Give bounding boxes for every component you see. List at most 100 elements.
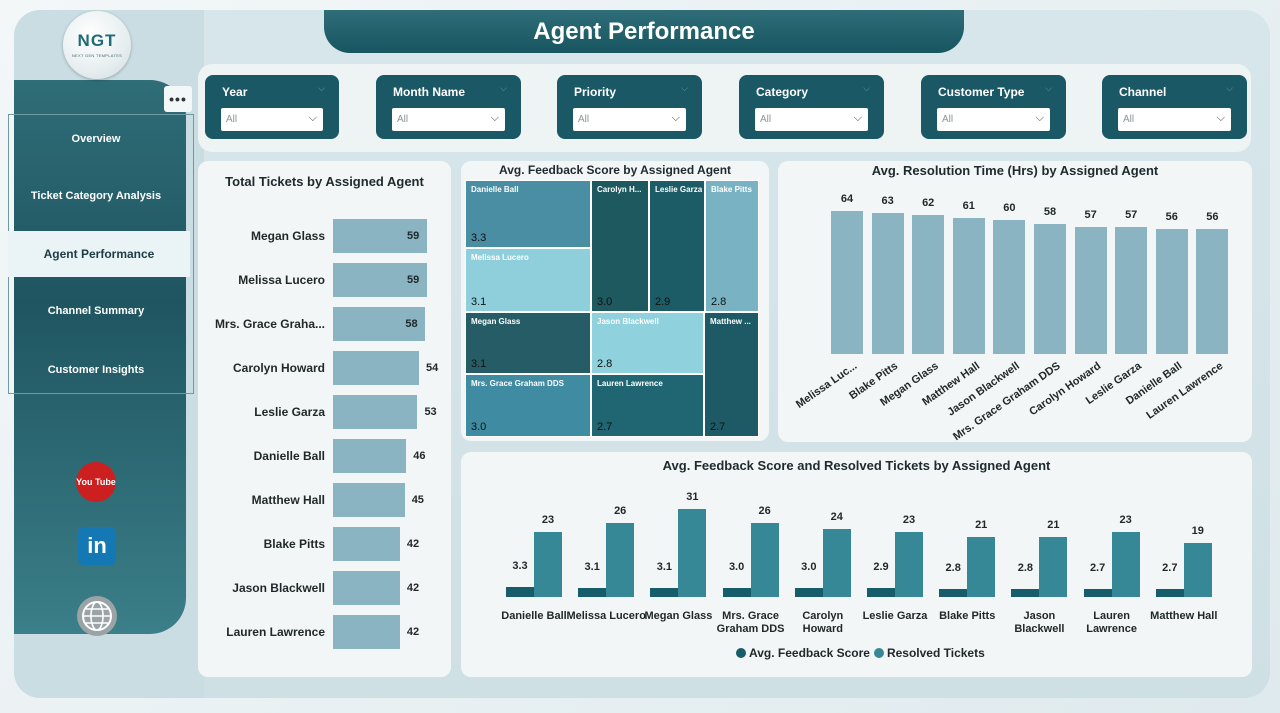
bar: [1074, 226, 1107, 354]
treemap-cell-label: Jason Blackwell: [597, 317, 659, 326]
bar-value-label: 62: [922, 197, 935, 210]
bar: [1196, 228, 1229, 354]
resolved-bar: [1039, 537, 1068, 597]
feedback-bar: [939, 588, 968, 597]
treemap-cell[interactable]: Mrs. Grace Graham DDS 3.0: [465, 374, 591, 437]
bar-value-label: 56: [1206, 210, 1219, 223]
combo-legend: Avg. Feedback Score Resolved Tickets: [736, 646, 985, 660]
bar: [993, 219, 1026, 354]
treemap-cell[interactable]: Melissa Lucero 3.1: [465, 248, 591, 312]
treemap-cell-value: 2.9: [655, 296, 671, 308]
logo-subtext: NEXT GEN TEMPLATES: [71, 53, 123, 58]
bar-category-label: Blake Pitts: [939, 610, 996, 622]
total-tickets-title: Total Tickets by Assigned Agent: [225, 174, 424, 189]
resolved-bar: [750, 523, 779, 597]
youtube-icon[interactable]: You Tube: [76, 462, 116, 502]
filter-value: All: [1123, 114, 1135, 125]
bar-category-label: Matthew Hall: [251, 493, 325, 507]
dropdown-arrow-icon[interactable]: ⌵: [308, 112, 317, 124]
bar: [333, 483, 405, 517]
dropdown-arrow-icon[interactable]: ⌵: [1035, 112, 1044, 124]
legend-resolved-swatch: [873, 648, 884, 658]
chevron-down-icon: ⌵: [1226, 83, 1233, 93]
nav-item-channel-summary[interactable]: Channel Summary: [47, 305, 145, 317]
feedback-value-label: 3.0: [728, 561, 745, 573]
treemap-cell-label: Leslie Garza: [655, 185, 703, 194]
treemap-cell-value: 3.0: [471, 421, 487, 433]
more-options-button[interactable]: •••: [164, 86, 192, 112]
treemap-cell[interactable]: Lauren Lawrence 2.7: [591, 374, 704, 437]
resolved-bar: [1111, 531, 1140, 597]
resolved-value-label: 26: [758, 505, 771, 518]
filter-dropdown[interactable]: All ⌵: [1118, 108, 1231, 131]
treemap-cell-value: 2.8: [711, 296, 727, 308]
feedback-value-label: 3.1: [656, 560, 673, 573]
filter-value: All: [226, 114, 238, 125]
bar-category-label: Carolyn Howard: [802, 610, 844, 635]
filter-channel: Channel ⌵ All ⌵: [1102, 75, 1247, 139]
feedback-value-label: 2.7: [1162, 561, 1178, 574]
bar: [333, 307, 426, 341]
filter-label: Year: [222, 85, 248, 99]
linkedin-label: in: [87, 533, 107, 558]
treemap-cell-value: 3.0: [597, 296, 613, 308]
legend-feedback-label: Avg. Feedback Score: [749, 646, 870, 660]
treemap-cell-label: Lauren Lawrence: [597, 379, 663, 388]
treemap-cell[interactable]: Danielle Ball 3.3: [465, 180, 591, 248]
treemap-cell-label: Carolyn H...: [597, 185, 642, 194]
resolved-bar: [534, 531, 562, 597]
bar-category-label: Lauren Lawrence: [226, 625, 325, 639]
bar: [912, 215, 945, 354]
feedback-bar: [794, 588, 823, 597]
bar-value-label: 63: [881, 195, 894, 208]
treemap-cell[interactable]: Blake Pitts 2.8: [705, 180, 759, 312]
resolved-value-label: 19: [1191, 525, 1204, 538]
filter-dropdown[interactable]: All ⌵: [573, 108, 686, 131]
bar: [871, 213, 904, 354]
filter-dropdown[interactable]: All ⌵: [392, 108, 505, 131]
treemap-cell-value: 2.8: [597, 358, 613, 370]
chevron-down-icon: ⌵: [681, 83, 688, 93]
bar-category-label: Blake Pitts: [263, 537, 325, 551]
feedback-treemap-title: Avg. Feedback Score by Assigned Agent: [498, 163, 732, 177]
treemap-cell[interactable]: Matthew ... 2.7: [704, 312, 759, 437]
treemap-cell[interactable]: Carolyn H... 3.0: [591, 180, 649, 312]
filter-value: All: [397, 114, 409, 125]
bar: [831, 211, 863, 354]
bar-value-label: 61: [962, 199, 975, 212]
bar-value-label: 54: [426, 362, 439, 374]
feedback-bar: [578, 587, 607, 597]
bar-value-label: 58: [1043, 206, 1057, 219]
resolved-value-label: 21: [975, 519, 988, 532]
bar-category-label: Leslie Garza: [862, 610, 928, 622]
bar: [1034, 224, 1066, 354]
linkedin-icon[interactable]: in: [78, 527, 116, 565]
dropdown-arrow-icon[interactable]: ⌵: [671, 112, 680, 124]
treemap-cell[interactable]: Megan Glass 3.1: [465, 312, 591, 374]
filter-dropdown[interactable]: All ⌵: [221, 108, 323, 131]
youtube-label: You Tube: [76, 477, 116, 487]
treemap-cell[interactable]: Leslie Garza 2.9: [649, 180, 705, 312]
nav-item-overview[interactable]: Overview: [71, 133, 121, 145]
dropdown-arrow-icon[interactable]: ⌵: [853, 112, 862, 124]
dropdown-arrow-icon[interactable]: ⌵: [1216, 112, 1225, 124]
dropdown-arrow-icon[interactable]: ⌵: [490, 112, 499, 124]
globe-icon[interactable]: [77, 596, 117, 636]
bar: [333, 395, 418, 429]
bar: [333, 615, 400, 649]
nav-item-customer-insights[interactable]: Customer Insights: [47, 364, 145, 376]
chevron-down-icon: ⌵: [1045, 83, 1052, 93]
treemap-cell[interactable]: Jason Blackwell 2.8: [591, 312, 704, 374]
nav-item-ticket-category-analysis[interactable]: Ticket Category Analysis: [30, 190, 162, 202]
bar-category-label: Danielle Ball: [253, 449, 325, 463]
filter-label: Category: [756, 85, 809, 99]
bar-category-label: Jason Blackwell: [232, 581, 325, 595]
treemap-cell-value: 3.3: [471, 232, 487, 244]
bar-value-label: 53: [424, 406, 437, 418]
filter-panel: [198, 64, 1251, 152]
nav-item-agent-performance[interactable]: Agent Performance: [8, 231, 190, 277]
filter-dropdown[interactable]: All ⌵: [755, 108, 868, 131]
filter-dropdown[interactable]: All ⌵: [937, 108, 1050, 131]
bar-value-label: 58: [405, 318, 418, 330]
combo-chart-title: Avg. Feedback Score and Resolved Tickets…: [662, 458, 1051, 473]
